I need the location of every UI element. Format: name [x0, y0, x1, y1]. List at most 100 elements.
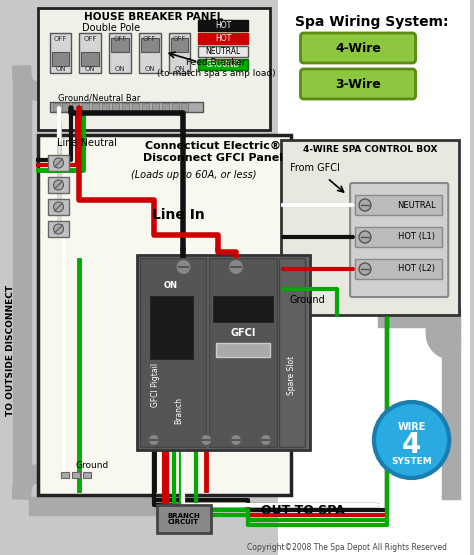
Bar [279, 258, 305, 447]
FancyBboxPatch shape [350, 183, 448, 297]
Text: NEUTRAL: NEUTRAL [206, 47, 241, 56]
Bar [172, 103, 179, 111]
Bar [79, 33, 101, 73]
Bar [82, 103, 89, 111]
Bar [169, 33, 191, 73]
Bar [157, 505, 211, 533]
Text: OFF: OFF [143, 36, 156, 42]
Bar [47, 177, 69, 193]
Bar [38, 8, 270, 130]
Text: Ground: Ground [76, 461, 109, 470]
Bar [216, 343, 270, 357]
Text: OFF: OFF [54, 36, 67, 42]
Bar [355, 227, 442, 247]
Text: SYSTEM: SYSTEM [391, 457, 432, 467]
Text: Double Pole: Double Pole [82, 23, 140, 33]
Text: Copyright©2008 The Spa Depot All Rights Reserved: Copyright©2008 The Spa Depot All Rights … [247, 543, 447, 552]
Bar [73, 103, 79, 111]
Bar [142, 103, 149, 111]
Circle shape [230, 434, 242, 446]
Bar [278, 0, 470, 555]
Bar [182, 103, 189, 111]
Text: OFF: OFF [113, 36, 127, 42]
Bar [149, 295, 194, 360]
Text: OFF: OFF [83, 36, 97, 42]
Text: ON: ON [174, 66, 185, 72]
Text: ON: ON [164, 280, 178, 290]
Text: HOT (L2): HOT (L2) [398, 265, 435, 274]
Text: OFF: OFF [162, 346, 180, 355]
Bar [83, 472, 91, 478]
Bar [141, 38, 159, 52]
Bar [112, 103, 119, 111]
Circle shape [54, 180, 64, 190]
Bar [137, 255, 310, 450]
Bar [82, 52, 99, 66]
Text: 15: 15 [162, 309, 179, 321]
Text: TO OUTSIDE DISCONNECT: TO OUTSIDE DISCONNECT [7, 284, 16, 416]
Text: Ground: Ground [290, 295, 325, 305]
Text: HOUSE BREAKER PANEL: HOUSE BREAKER PANEL [84, 12, 223, 22]
Circle shape [374, 402, 449, 478]
Bar [281, 140, 459, 315]
Text: Line In: Line In [152, 208, 205, 222]
Text: OUT TO SPA: OUT TO SPA [261, 503, 345, 517]
Circle shape [54, 202, 64, 212]
Text: ON: ON [55, 66, 66, 72]
Text: 4: 4 [402, 431, 421, 459]
Bar [139, 33, 161, 73]
Bar [92, 103, 99, 111]
Bar [198, 33, 248, 44]
Bar [198, 46, 248, 57]
Bar [212, 295, 273, 323]
Bar [109, 33, 131, 73]
Bar [102, 103, 109, 111]
Bar [209, 258, 277, 447]
Bar [47, 155, 69, 171]
Text: From GFCI: From GFCI [291, 163, 340, 173]
Circle shape [175, 259, 191, 275]
Bar [73, 472, 80, 478]
Bar [111, 38, 129, 52]
Circle shape [201, 434, 212, 446]
Bar [63, 103, 69, 111]
Bar [152, 103, 159, 111]
Text: HOT (L1): HOT (L1) [398, 233, 435, 241]
Text: Connecticut Electric®
Disconnect GFCI Panel: Connecticut Electric® Disconnect GFCI Pa… [143, 141, 283, 163]
Bar [171, 38, 189, 52]
Circle shape [359, 199, 371, 211]
Circle shape [260, 434, 272, 446]
Text: OFF: OFF [173, 36, 186, 42]
Bar [62, 472, 69, 478]
Text: 3-Wire: 3-Wire [335, 78, 381, 90]
Text: GROUND: GROUND [206, 60, 240, 69]
Text: Ground/Neutral Bar: Ground/Neutral Bar [58, 93, 140, 103]
Text: Spa Wiring System:: Spa Wiring System: [295, 15, 449, 29]
Bar [122, 103, 129, 111]
Circle shape [148, 434, 160, 446]
Bar [355, 259, 442, 279]
Bar [47, 221, 69, 237]
Circle shape [54, 224, 64, 234]
FancyBboxPatch shape [301, 69, 416, 99]
Text: HOT: HOT [215, 21, 231, 30]
Bar [355, 195, 442, 215]
Text: Line Neutral: Line Neutral [57, 138, 117, 148]
Text: NEUTRAL: NEUTRAL [397, 200, 436, 209]
Bar [162, 103, 169, 111]
Text: 4-Wire: 4-Wire [335, 42, 381, 54]
Bar [53, 103, 60, 111]
Text: GFCI: GFCI [230, 328, 255, 338]
Text: WIRE: WIRE [397, 422, 426, 432]
Circle shape [359, 263, 371, 275]
Text: Spare Slot: Spare Slot [287, 355, 296, 395]
Text: TEST: TEST [231, 346, 255, 355]
Bar [140, 258, 206, 447]
Text: 4-WIRE SPA CONTROL BOX: 4-WIRE SPA CONTROL BOX [303, 145, 437, 154]
Circle shape [54, 158, 64, 168]
Text: (Loads up to 60A, or less): (Loads up to 60A, or less) [131, 170, 256, 180]
Text: Branch: Branch [174, 396, 183, 423]
Bar [132, 103, 139, 111]
Text: Feed Breaker
(to match spa's amp load): Feed Breaker (to match spa's amp load) [157, 58, 275, 78]
Circle shape [359, 231, 371, 243]
